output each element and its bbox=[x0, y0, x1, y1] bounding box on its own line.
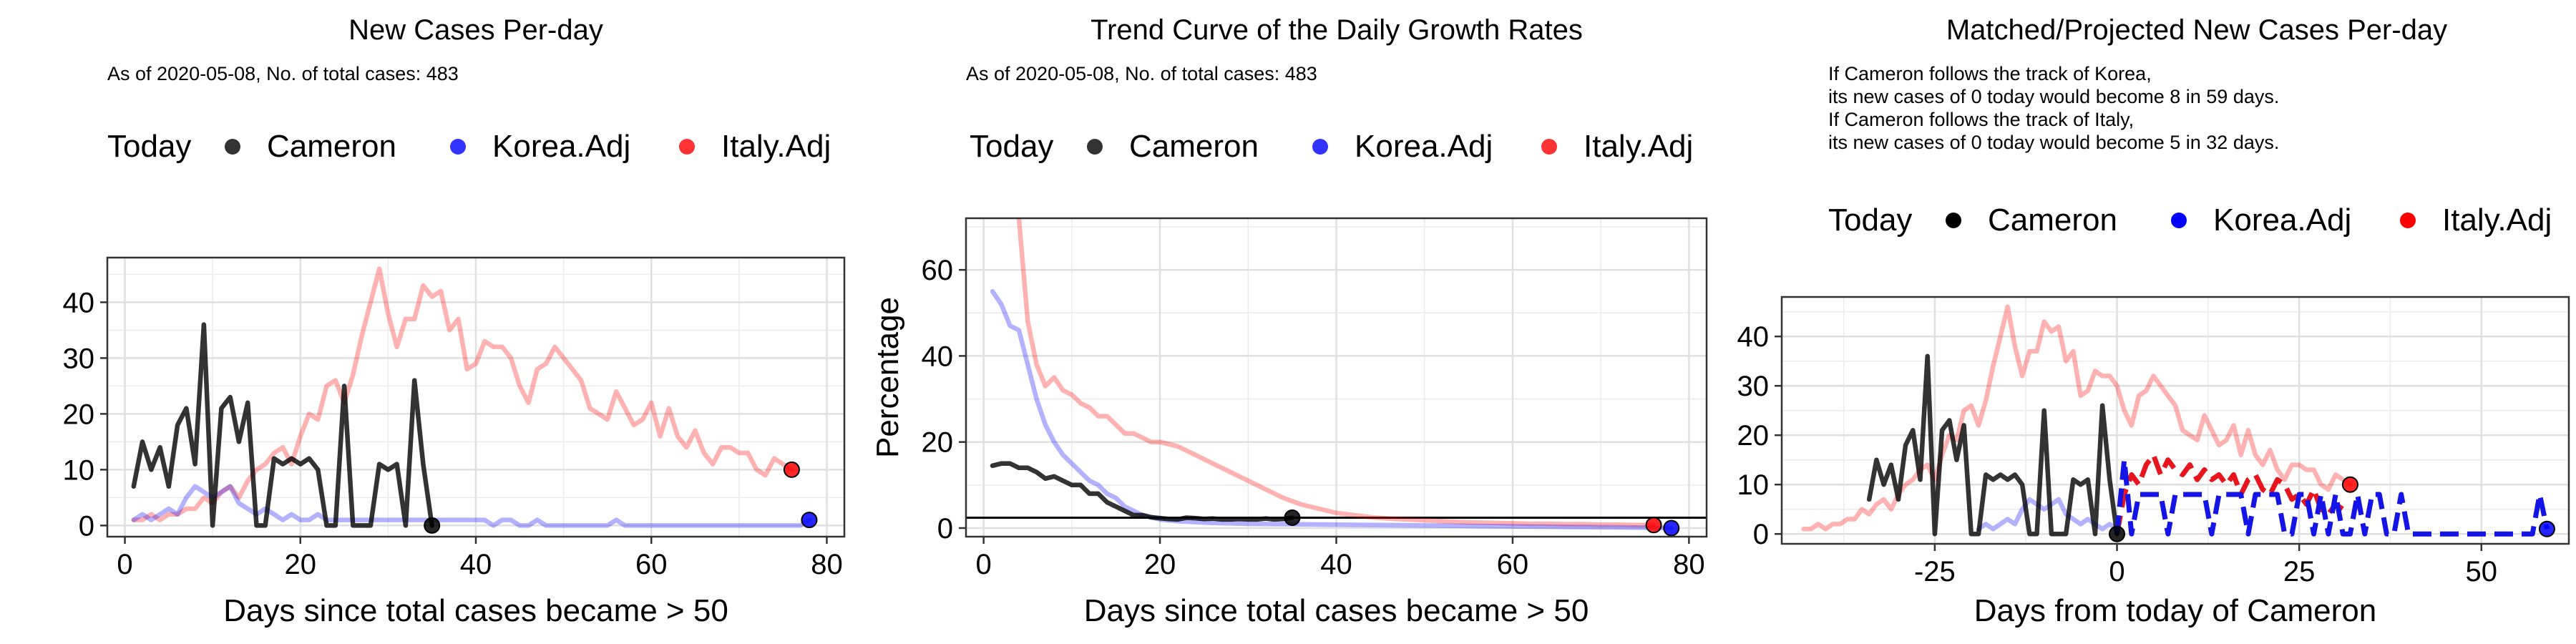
endpoint-marker-italy-adj bbox=[783, 461, 800, 478]
series-line-italy-adj-projected bbox=[2114, 452, 2351, 535]
legend-label: Italy.Adj bbox=[1584, 129, 1693, 164]
chart-subtitle: As of 2020-05-08, No. of total cases: 48… bbox=[107, 63, 459, 84]
series-line-cameron bbox=[1866, 353, 2119, 537]
x-tick-label: 20 bbox=[285, 549, 317, 580]
legend-key-korea-adj bbox=[2171, 213, 2187, 228]
legend-key-cameron bbox=[225, 139, 240, 155]
x-tick-label: -25 bbox=[1914, 556, 1956, 587]
chart-title: Matched/Projected New Cases Per-day bbox=[1946, 14, 2447, 46]
y-tick-label: 40 bbox=[1737, 321, 1770, 353]
annotation-line: If Cameron follows the track of Korea, bbox=[1828, 63, 2152, 84]
x-tick-label: 80 bbox=[1673, 549, 1705, 580]
y-tick-label: 30 bbox=[1737, 371, 1770, 402]
y-tick-label: 40 bbox=[63, 287, 95, 318]
series-group bbox=[990, 218, 1674, 531]
legend-label: Italy.Adj bbox=[2442, 203, 2552, 238]
y-tick-label: 20 bbox=[63, 399, 95, 430]
grid bbox=[107, 258, 844, 537]
x-tick-label: 40 bbox=[460, 549, 492, 580]
y-tick-label: 20 bbox=[922, 427, 954, 459]
legend-key-cameron bbox=[1087, 139, 1103, 155]
legend-title: Today bbox=[970, 129, 1053, 164]
y-tick-label: 10 bbox=[63, 454, 95, 486]
series-line-cameron bbox=[131, 322, 434, 528]
annotation-line: its new cases of 0 today would become 5 … bbox=[1828, 132, 2279, 153]
endpoint-marker-korea-adj bbox=[2538, 520, 2555, 537]
legend-key-korea-adj bbox=[1312, 139, 1328, 155]
x-tick-label: 0 bbox=[976, 549, 992, 580]
legend-label: Cameron bbox=[267, 129, 396, 164]
chart-subtitle: As of 2020-05-08, No. of total cases: 48… bbox=[966, 63, 1317, 84]
series-line-korea-adj-projected bbox=[2114, 457, 2550, 537]
series-line-italy-adj-history bbox=[1801, 304, 2353, 532]
endpoint-marker-cameron bbox=[1284, 509, 1301, 527]
legend-label: Cameron bbox=[1129, 129, 1259, 164]
endpoint-marker-korea-adj bbox=[801, 512, 818, 529]
legend-label: Korea.Adj bbox=[492, 129, 630, 164]
x-tick-label: 20 bbox=[1144, 549, 1176, 580]
x-tick-label: 50 bbox=[2466, 556, 2498, 587]
annotation-line: its new cases of 0 today would become 8 … bbox=[1828, 86, 2279, 107]
endpoint-marker-cameron bbox=[2109, 525, 2126, 542]
annotation-line: If Cameron follows the track of Italy, bbox=[1828, 109, 2134, 130]
legend: Today Cameron Korea.Adj Italy.Adj bbox=[970, 129, 1693, 164]
y-tick-label: 30 bbox=[63, 343, 95, 374]
y-tick-label: 60 bbox=[922, 255, 954, 286]
legend-title: Today bbox=[107, 129, 191, 164]
legend-title: Today bbox=[1828, 203, 1912, 238]
x-tick-label: 80 bbox=[811, 549, 843, 580]
y-tick-label: 0 bbox=[937, 513, 953, 545]
legend-label: Italy.Adj bbox=[721, 129, 831, 164]
legend-key-cameron bbox=[1946, 213, 1961, 228]
y-tick-label: 0 bbox=[79, 510, 94, 542]
series-group bbox=[131, 266, 812, 528]
chart-title: New Cases Per-day bbox=[348, 14, 603, 46]
x-tick-label: 60 bbox=[1497, 549, 1529, 580]
y-axis-label: Percentage bbox=[870, 297, 905, 458]
x-tick-label: 60 bbox=[635, 549, 668, 580]
x-tick-label: 25 bbox=[2283, 556, 2316, 587]
series-line-korea-adj bbox=[131, 484, 812, 528]
series-line-italy-adj bbox=[131, 266, 794, 522]
y-tick-label: 20 bbox=[1737, 420, 1770, 452]
legend-key-italy-adj bbox=[2400, 213, 2416, 228]
endpoint-marker-korea-adj bbox=[1663, 519, 1680, 537]
x-tick-label: 0 bbox=[2109, 556, 2124, 587]
x-axis-label: Days since total cases became > 50 bbox=[223, 593, 728, 628]
endpoint-marker-italy-adj bbox=[2341, 476, 2358, 493]
x-tick-label: 0 bbox=[117, 549, 132, 580]
series-line-italy-adj bbox=[1016, 218, 1657, 528]
legend-label: Korea.Adj bbox=[1355, 129, 1493, 164]
y-tick-label: 0 bbox=[1753, 519, 1769, 550]
x-tick-label: 40 bbox=[1320, 549, 1352, 580]
y-tick-label: 40 bbox=[922, 341, 954, 372]
endpoint-marker-italy-adj bbox=[1645, 517, 1662, 534]
legend: Today Cameron Korea.Adj Italy.Adj bbox=[1828, 203, 2552, 238]
x-axis-label: Days from today of Cameron bbox=[1974, 593, 2376, 628]
series-group bbox=[1801, 304, 2550, 537]
plot-border bbox=[1780, 296, 2570, 545]
grid bbox=[966, 218, 1707, 537]
legend-label: Cameron bbox=[1988, 203, 2117, 238]
series-line-cameron bbox=[990, 461, 1295, 522]
legend: Today Cameron Korea.Adj Italy.Adj bbox=[107, 129, 831, 164]
endpoint-marker-cameron bbox=[424, 517, 441, 534]
chart-panel-2: Trend Curve of the Daily Growth Rates As … bbox=[870, 14, 1708, 628]
legend-key-italy-adj bbox=[679, 139, 695, 155]
legend-key-korea-adj bbox=[450, 139, 466, 155]
y-tick-label: 10 bbox=[1737, 469, 1770, 501]
legend-label: Korea.Adj bbox=[2213, 203, 2351, 238]
chart-panel-3: Matched/Projected New Cases Per-day If Ca… bbox=[1737, 14, 2570, 628]
chart-panel-1: New Cases Per-day As of 2020-05-08, No. o… bbox=[63, 14, 846, 628]
legend-key-italy-adj bbox=[1541, 139, 1557, 155]
x-axis-label: Days since total cases became > 50 bbox=[1084, 593, 1589, 628]
chart-title: Trend Curve of the Daily Growth Rates bbox=[1091, 14, 1583, 46]
